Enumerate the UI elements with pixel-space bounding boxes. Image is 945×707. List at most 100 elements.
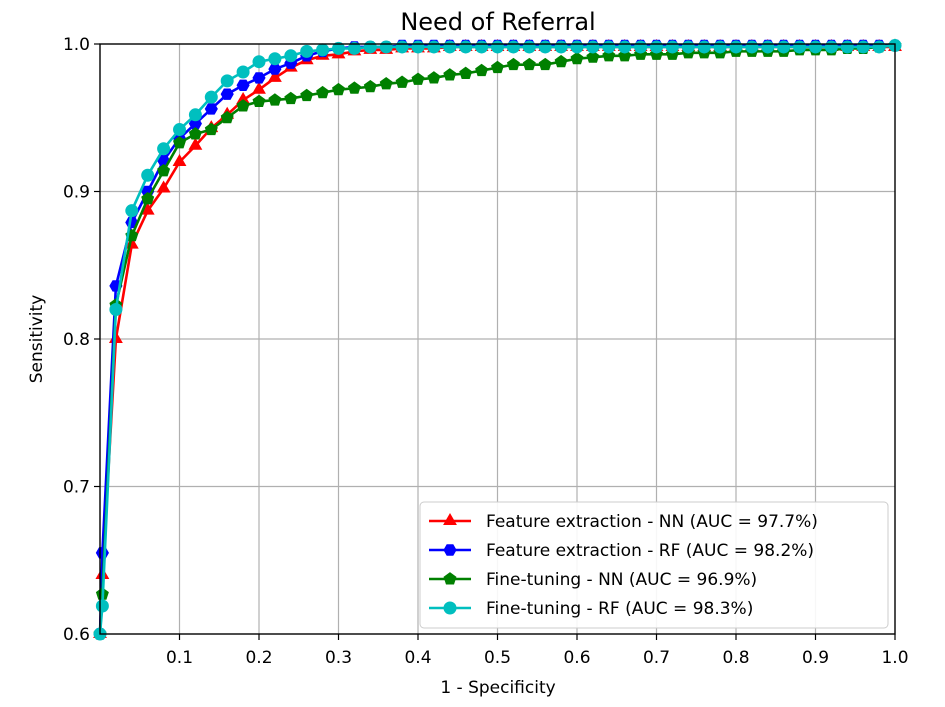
series-line bbox=[98, 44, 896, 635]
data-point-pentagon bbox=[379, 77, 393, 90]
data-point-circle bbox=[665, 40, 679, 54]
data-point-circle bbox=[332, 41, 345, 55]
data-point-pentagon bbox=[363, 79, 377, 93]
data-point-circle bbox=[681, 40, 695, 54]
data-point-pentagon bbox=[332, 82, 345, 96]
y-tick-label: 0.8 bbox=[63, 330, 90, 350]
data-point-triangle bbox=[172, 153, 187, 166]
data-point-circle bbox=[506, 40, 520, 54]
data-point-pentagon bbox=[188, 127, 202, 140]
data-point-circle bbox=[729, 40, 743, 54]
data-point-circle bbox=[347, 41, 361, 55]
plot-series bbox=[93, 38, 902, 641]
legend-entry: Feature extraction - NN (AUC = 97.7%) bbox=[429, 512, 818, 532]
data-point-circle bbox=[109, 303, 123, 316]
data-point-pentagon bbox=[141, 192, 155, 205]
data-point-pentagon bbox=[538, 57, 552, 71]
chart-title: Need of Referral bbox=[400, 8, 595, 36]
data-point-circle bbox=[252, 55, 266, 69]
data-point-circle bbox=[570, 40, 584, 54]
data-point-pentagon bbox=[395, 75, 409, 88]
data-point-pentagon bbox=[586, 50, 600, 63]
data-point-circle bbox=[268, 52, 282, 66]
data-point-pentagon bbox=[268, 93, 282, 106]
data-point-circle bbox=[188, 108, 202, 122]
data-point-hexagon bbox=[443, 544, 457, 556]
data-point-pentagon bbox=[347, 81, 361, 94]
data-point-circle bbox=[777, 40, 791, 54]
legend-label: Fine-tuning - NN (AUC = 96.9%) bbox=[486, 570, 757, 590]
x-tick-label: 0.2 bbox=[245, 648, 272, 668]
data-point-hexagon bbox=[95, 547, 109, 559]
data-point-pentagon bbox=[522, 57, 536, 71]
x-tick-label: 0.7 bbox=[643, 648, 670, 668]
x-axis-label: 1 - Specificity bbox=[440, 678, 555, 698]
data-point-circle bbox=[459, 40, 473, 54]
data-point-circle bbox=[713, 40, 727, 54]
data-point-pentagon bbox=[173, 136, 186, 149]
x-tick-label: 0.9 bbox=[802, 648, 829, 668]
data-point-circle bbox=[363, 40, 377, 54]
data-point-pentagon bbox=[554, 54, 568, 68]
data-point-pentagon bbox=[443, 572, 457, 585]
data-point-circle bbox=[809, 40, 822, 54]
x-tick-label: 0.8 bbox=[722, 648, 749, 668]
data-point-triangle bbox=[443, 512, 457, 525]
y-tick-label: 1.0 bbox=[63, 35, 90, 55]
data-point-circle bbox=[157, 142, 171, 156]
y-tick-label: 0.9 bbox=[63, 183, 90, 203]
data-point-triangle bbox=[252, 81, 266, 94]
legend-box bbox=[419, 501, 889, 629]
series-line bbox=[98, 44, 895, 635]
x-tick-label: 0.3 bbox=[325, 648, 352, 668]
data-point-pentagon bbox=[570, 51, 584, 65]
data-point-pentagon bbox=[316, 85, 330, 99]
data-point-pentagon bbox=[427, 71, 441, 84]
y-tick-label: 0.7 bbox=[63, 478, 90, 498]
data-point-pentagon bbox=[204, 122, 218, 136]
data-point-circle bbox=[586, 40, 600, 54]
data-point-pentagon bbox=[300, 88, 314, 102]
y-axis-label: Sensitivity bbox=[27, 295, 47, 384]
data-point-circle bbox=[443, 601, 457, 615]
data-point-pentagon bbox=[220, 110, 234, 124]
data-point-circle bbox=[316, 43, 330, 57]
data-point-circle bbox=[204, 90, 218, 104]
x-tick-label: 0.5 bbox=[484, 648, 511, 668]
data-point-pentagon bbox=[157, 164, 171, 177]
data-point-hexagon bbox=[268, 63, 282, 75]
data-point-circle bbox=[427, 40, 441, 54]
legend: Feature extraction - NN (AUC = 97.7%) Fea… bbox=[419, 501, 889, 629]
data-point-triangle bbox=[188, 137, 203, 150]
data-point-pentagon bbox=[284, 91, 298, 105]
data-point-hexagon bbox=[236, 79, 250, 91]
data-point-circle bbox=[236, 65, 250, 79]
data-point-circle bbox=[379, 40, 393, 54]
data-point-triangle bbox=[156, 180, 171, 193]
data-point-pentagon bbox=[252, 94, 266, 108]
data-point-circle bbox=[284, 49, 298, 63]
data-point-hexagon bbox=[204, 103, 218, 115]
data-point-pentagon bbox=[236, 99, 250, 112]
data-point-circle bbox=[141, 168, 155, 182]
data-point-circle bbox=[856, 40, 870, 54]
data-point-circle bbox=[554, 40, 568, 54]
data-point-circle bbox=[618, 40, 632, 54]
data-point-pentagon bbox=[475, 63, 489, 77]
data-point-pentagon bbox=[443, 68, 457, 81]
legend-entry: Fine-tuning - NN (AUC = 96.9%) bbox=[429, 570, 757, 590]
data-point-circle bbox=[443, 40, 457, 54]
legend-entry: Feature extraction - RF (AUC = 98.2%) bbox=[429, 541, 814, 561]
legend-entry: Fine-tuning - RF (AUC = 98.3%) bbox=[429, 599, 753, 619]
data-point-circle bbox=[824, 40, 838, 54]
x-tick-label: 0.4 bbox=[404, 648, 431, 668]
x-tick-label: 1.0 bbox=[881, 648, 908, 668]
data-point-circle bbox=[650, 40, 663, 54]
x-tick-label: 0.6 bbox=[563, 648, 590, 668]
data-point-triangle bbox=[267, 69, 282, 82]
legend-label: Feature extraction - NN (AUC = 97.7%) bbox=[486, 512, 818, 532]
data-point-pentagon bbox=[506, 57, 520, 71]
data-point-circle bbox=[745, 40, 759, 54]
data-point-pentagon bbox=[491, 60, 504, 74]
